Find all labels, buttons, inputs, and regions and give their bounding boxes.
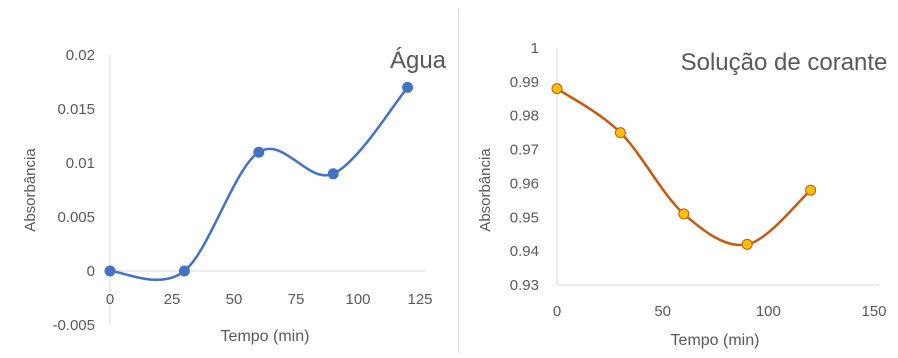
data-point	[614, 127, 626, 139]
series-group	[104, 81, 414, 281]
y-axis-label: Absorbância	[22, 148, 39, 232]
x-tick-label: 100	[756, 303, 781, 320]
y-tick-label: 0.94	[510, 243, 539, 260]
x-axis-label: Tempo (min)	[671, 332, 760, 349]
y-tick-label: 0	[87, 263, 95, 280]
x-tick-label: 25	[164, 291, 181, 308]
series-group	[551, 83, 817, 250]
data-point	[551, 83, 563, 95]
x-tick-label: 75	[288, 291, 305, 308]
data-point	[253, 146, 265, 158]
y-tick-label: 0.99	[510, 74, 539, 91]
series-line	[556, 87, 812, 247]
x-axis: 0 25 50 75 100 125	[106, 270, 433, 308]
data-point	[741, 238, 753, 250]
y-tick-label: 0.01	[66, 155, 95, 172]
data-point	[402, 81, 414, 93]
chart-title: Água	[390, 47, 447, 74]
x-tick-label: 150	[861, 303, 886, 320]
x-tick-label: 0	[106, 291, 114, 308]
x-tick-label: 125	[407, 291, 432, 308]
data-point	[104, 265, 116, 277]
y-axis: -0.005 0 0.005 0.01 0.015 0.02	[52, 47, 111, 334]
y-tick-label: 1	[531, 40, 539, 57]
x-tick-label: 100	[345, 291, 370, 308]
data-point	[178, 265, 190, 277]
data-point	[327, 168, 339, 180]
y-tick-label: 0.96	[510, 175, 539, 192]
series-line	[109, 86, 409, 281]
chart-title: Solução de corante	[681, 49, 888, 76]
panel-divider	[458, 8, 459, 353]
chart-panel-agua: -0.005 0 0.005 0.01 0.015 0.02 0 25 50 75 100 125 …	[22, 47, 447, 345]
y-tick-label: 0.93	[510, 277, 539, 294]
y-tick-label: 0.97	[510, 142, 539, 159]
y-tick-label: 0.015	[57, 101, 95, 118]
y-tick-label: -0.005	[52, 317, 95, 334]
chart-corante: 0.930.940.950.960.970.980.991 0 50 100 150 …	[477, 40, 888, 349]
y-tick-label: 0.005	[57, 209, 95, 226]
x-tick-label: 50	[654, 303, 671, 320]
y-tick-label: 0.02	[66, 47, 95, 64]
y-tick-label: 0.98	[510, 108, 539, 125]
x-tick-label: 0	[553, 303, 561, 320]
data-point	[805, 184, 817, 196]
y-axis-label: Absorbância	[477, 148, 494, 232]
x-tick-label: 50	[226, 291, 243, 308]
chart-panel-corante: 0.93 0.94 0.95 0.96 0.97 0.98 0.99 1 0 50 100 150 …	[460, 0, 898, 353]
data-point	[678, 208, 690, 220]
y-tick-label: 0.95	[510, 209, 539, 226]
x-axis-label: Tempo (min)	[221, 328, 310, 345]
x-axis: 0 50 100 150	[553, 284, 887, 320]
y-axis: 0.93 0.94 0.95 0.96 0.97 0.98 0.99 1	[510, 40, 558, 294]
